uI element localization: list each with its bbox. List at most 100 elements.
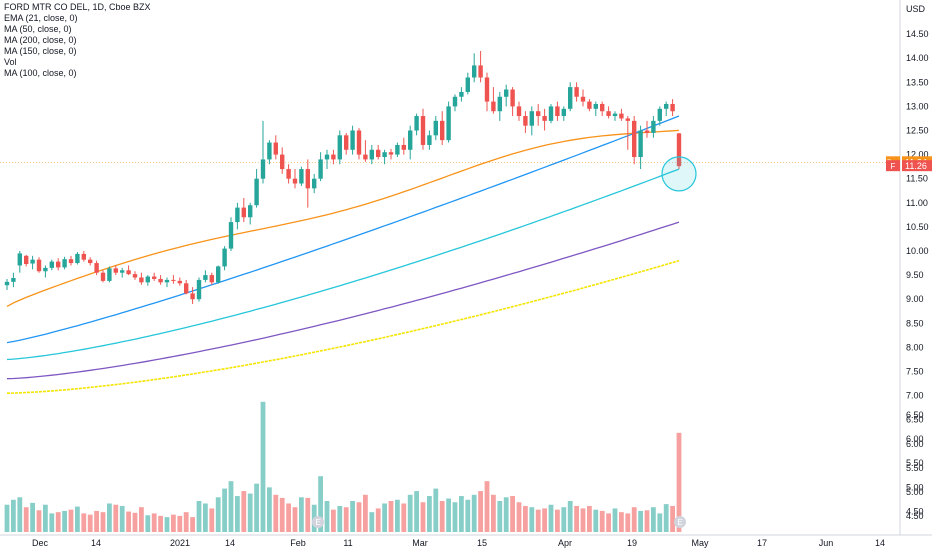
candle-body: [81, 253, 86, 260]
volume-tick-label: 5.50: [906, 458, 924, 468]
volume-bar: [401, 503, 407, 532]
currency-label: USD: [906, 4, 926, 14]
candle-body: [427, 135, 432, 145]
candlesticks: [4, 50, 682, 305]
price-tick-label: 12.00: [906, 150, 929, 160]
volume-bar: [94, 510, 99, 532]
price-tick-label: 7.50: [906, 367, 924, 377]
candle-body: [152, 276, 157, 279]
candle-body: [619, 113, 624, 119]
candle-body: [459, 91, 464, 97]
volume-tick-label: 4.50: [906, 506, 924, 516]
indicator-ema21[interactable]: EMA (21, close, 0): [4, 13, 78, 23]
candle-body: [504, 89, 509, 97]
volume-bar: [81, 513, 87, 532]
time-tick-label: Dec: [32, 538, 49, 548]
volume-bar: [491, 494, 496, 532]
price-tick-label: 10.50: [906, 222, 929, 232]
time-tick-label: 17: [757, 538, 767, 548]
volume-bar: [139, 507, 144, 532]
price-axis[interactable]: 14.50 14.00 13.50 13.00 12.50 12.00 11.50 11.00…: [886, 0, 932, 535]
volume-bar: [318, 476, 323, 532]
candle-body: [612, 113, 618, 117]
volume-bar: [497, 501, 503, 532]
symbol-title[interactable]: FORD MTR CO DEL, 1D, Cboe BZX: [4, 2, 151, 12]
volume-bar: [388, 501, 394, 532]
indicator-vol[interactable]: Vol: [4, 57, 17, 67]
ma50-line: [6, 115, 680, 344]
volume-bar: [151, 513, 157, 532]
volume-bar: [331, 509, 336, 532]
volume-bar: [484, 481, 490, 532]
candle-body: [670, 103, 675, 112]
volume-bar: [631, 507, 637, 532]
earnings-marker: [674, 516, 686, 528]
candle-body: [235, 207, 240, 223]
volume-bar: [535, 509, 541, 532]
volume-bar: [196, 501, 202, 532]
time-axis[interactable]: Dec 14 2021 14 Feb 11 Mar 15 Apr 19 May 17 Jun 14: [0, 534, 932, 548]
candle-body: [452, 96, 458, 107]
candle-body: [203, 275, 208, 280]
volume-bar: [561, 507, 567, 532]
candle-body: [299, 169, 304, 184]
indicator-ma100[interactable]: MA (100, close, 0): [4, 68, 77, 78]
volume-bar: [407, 494, 413, 532]
time-tick-label: Feb: [290, 538, 306, 548]
candle-body: [196, 279, 202, 300]
volume-bar: [593, 509, 599, 532]
candle-body: [676, 133, 682, 167]
price-tick-label: 14.00: [906, 53, 929, 63]
volume-bar: [164, 517, 170, 532]
volume-bar: [452, 502, 458, 532]
badge-value-text: 11.26: [905, 161, 927, 171]
candle-body: [17, 253, 22, 266]
volume-bar: [670, 505, 675, 532]
indicator-ma50[interactable]: MA (50, close, 0): [4, 24, 72, 34]
indicator-ma200[interactable]: MA (200, close, 0): [4, 35, 77, 45]
volume-bar: [55, 512, 61, 532]
candle-body: [318, 159, 323, 179]
price-tick-label: 7.00: [906, 391, 924, 401]
candle-body: [49, 261, 54, 268]
candle-body: [382, 152, 387, 158]
candle-body: [36, 259, 42, 272]
time-tick-label: 14: [225, 538, 235, 548]
time-tick-label: 11: [343, 538, 352, 548]
volume-bar: [606, 513, 611, 532]
price-tick-label: 12.50: [906, 126, 929, 136]
volume-bar: [215, 497, 221, 532]
price-tick-label: 11.50: [906, 174, 928, 184]
volume-bar: [337, 505, 343, 532]
indicator-ma150[interactable]: MA (150, close, 0): [4, 46, 77, 56]
candle-body: [267, 142, 272, 160]
candle-body: [356, 130, 362, 155]
candle-body: [280, 154, 285, 170]
time-tick-label: 14: [91, 538, 101, 548]
candle-body: [536, 111, 541, 117]
volume-bar: [68, 509, 74, 532]
price-tick-label: 10.00: [906, 246, 929, 256]
candle-body: [139, 277, 144, 283]
candle-body: [491, 101, 496, 112]
candle-body: [561, 108, 566, 117]
candle-body: [606, 111, 611, 117]
volume-bar: [11, 499, 16, 532]
volume-bar: [177, 515, 183, 532]
candle-body: [222, 248, 227, 267]
volume-bar: [657, 513, 663, 532]
candle-body: [593, 103, 598, 109]
candle-body: [254, 178, 259, 206]
volume-bar: [267, 487, 272, 532]
volume-bar: [663, 504, 669, 532]
volume-bar: [651, 507, 656, 532]
price-tick-label: 4.50: [906, 511, 924, 521]
candle-body: [542, 116, 547, 121]
volume-bar: [503, 497, 509, 532]
ema21-line: [6, 129, 680, 307]
volume-bar: [87, 514, 93, 532]
volume-bar: [203, 503, 208, 532]
volume-bar: [292, 507, 298, 532]
